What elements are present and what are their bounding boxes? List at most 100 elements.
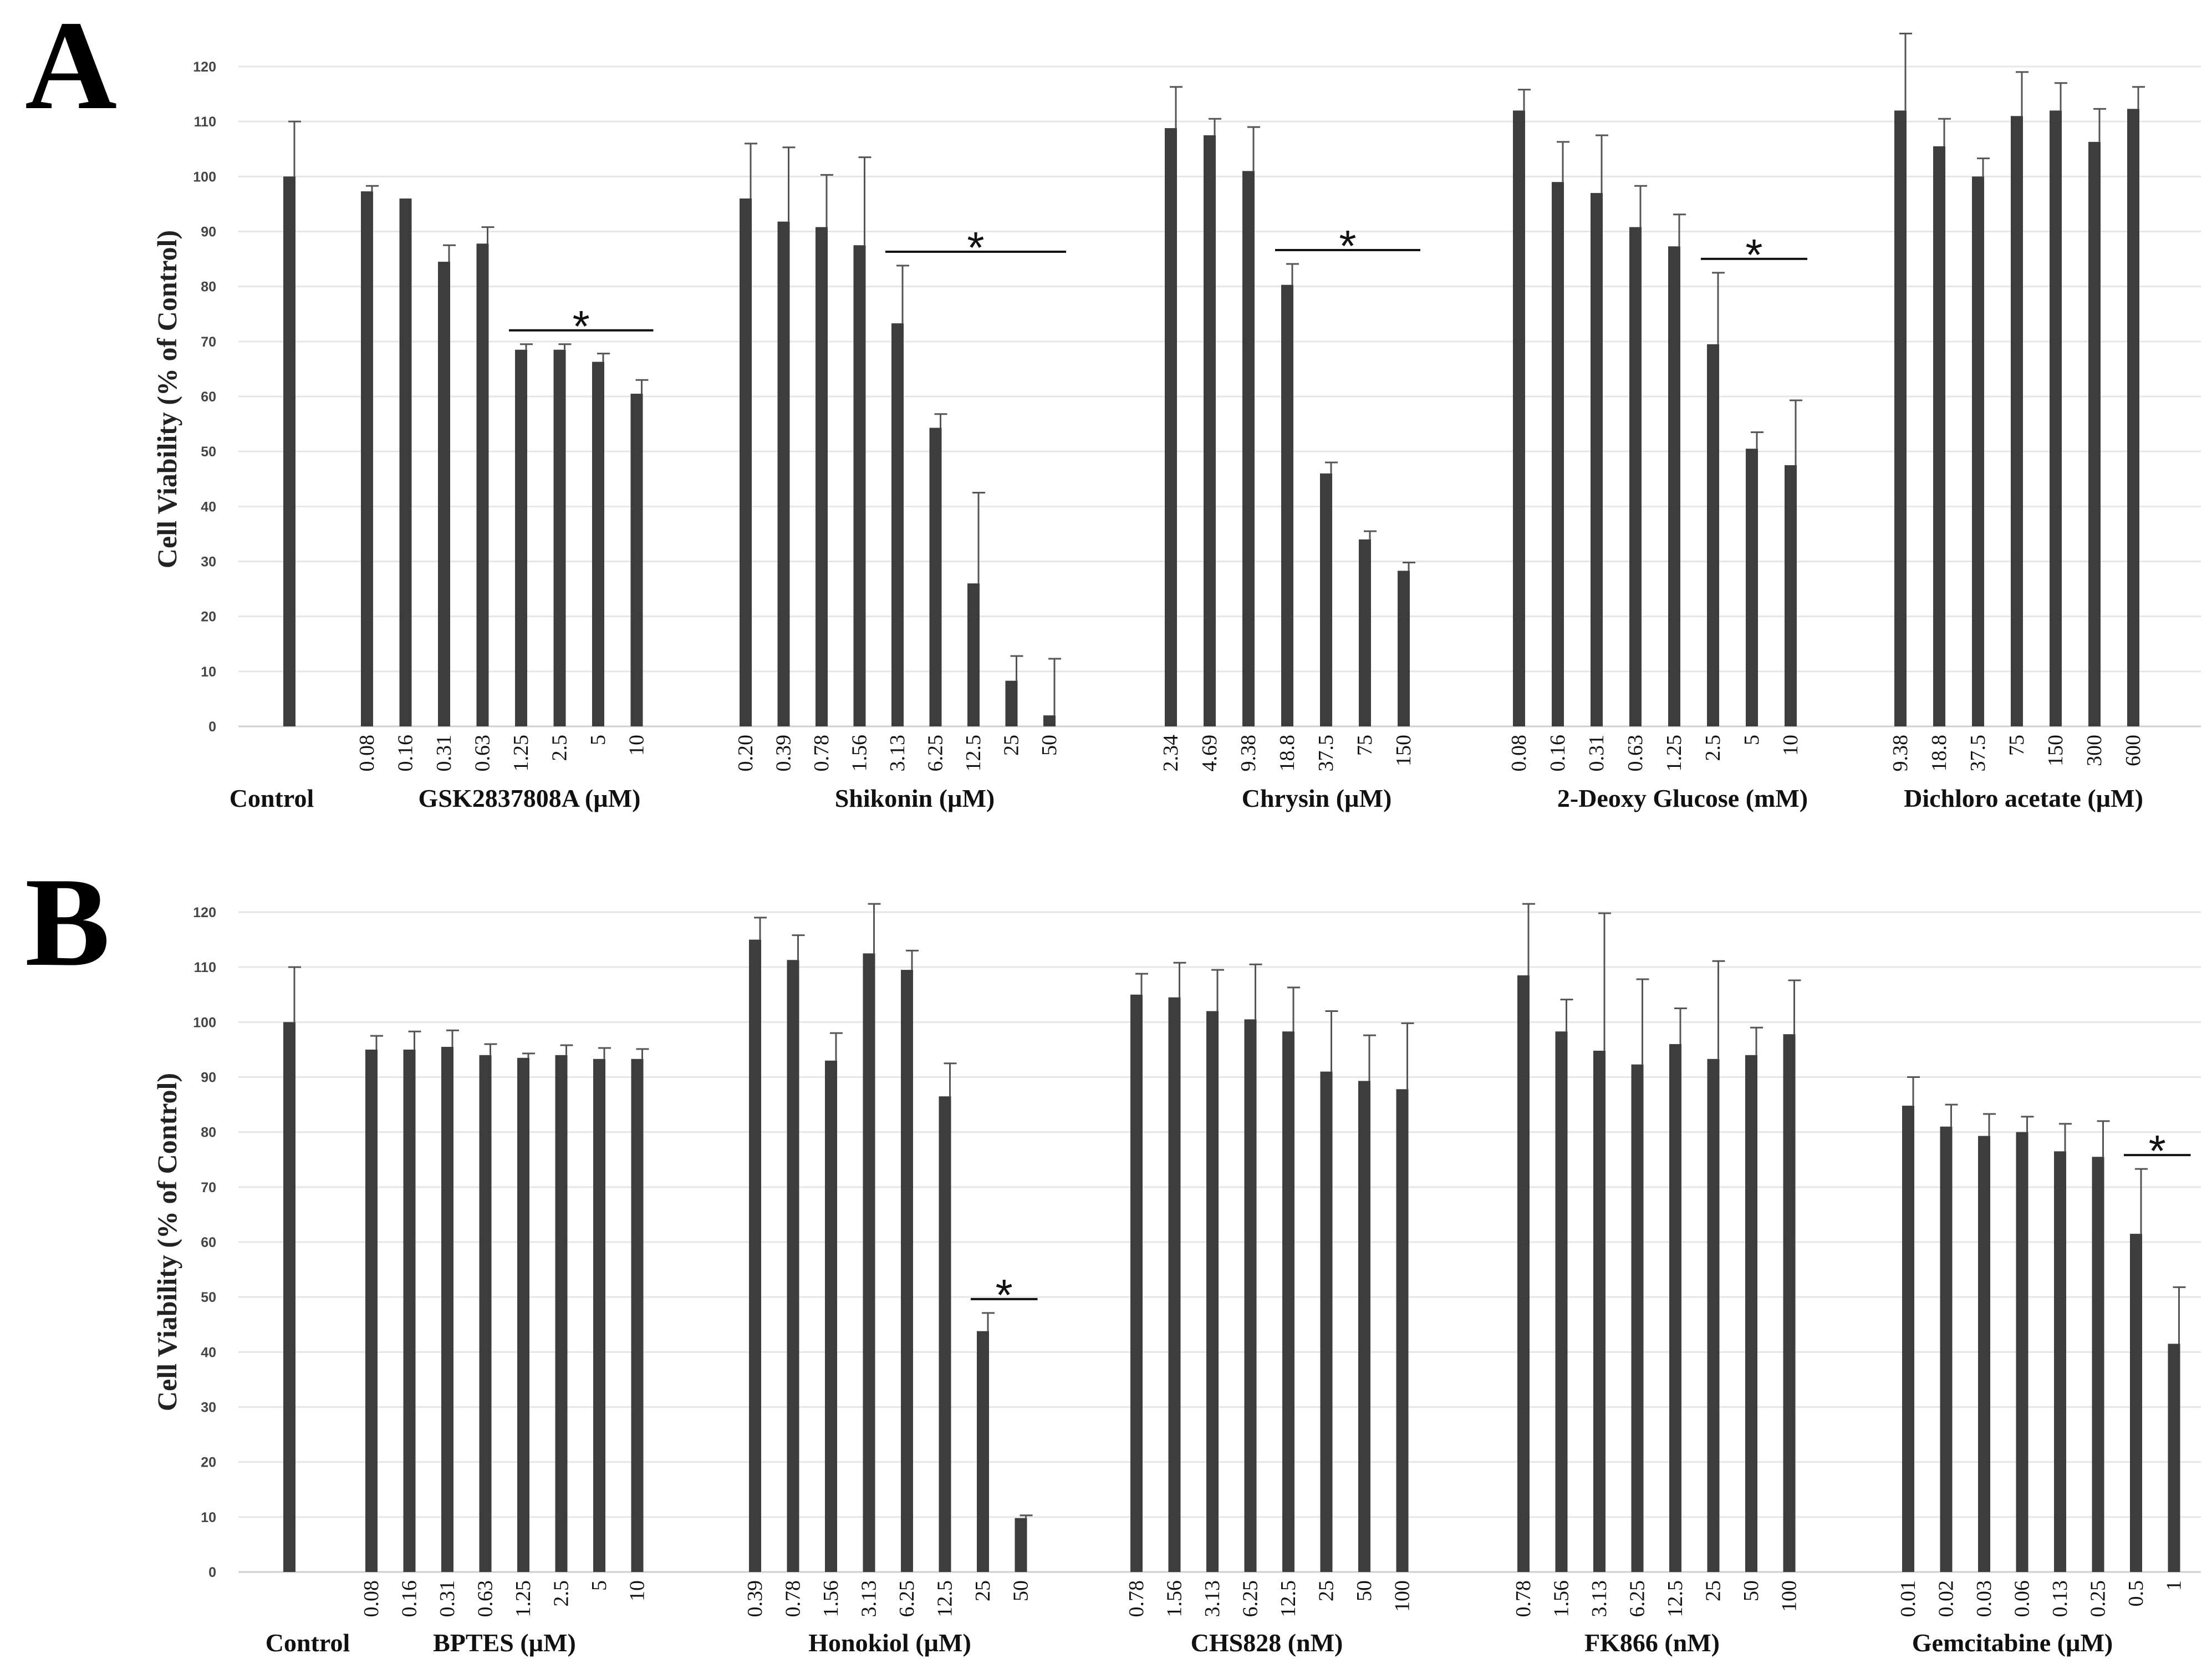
panel-a-bar — [1242, 171, 1255, 727]
panel-a-bar — [1320, 473, 1332, 726]
panel-a-category-label: 600 — [2122, 735, 2145, 766]
panel-b-bar — [1745, 1055, 1757, 1572]
panel-a-error-bar — [597, 353, 610, 362]
panel-a-control-label: Control — [230, 784, 314, 812]
panel-a-error-bar — [858, 156, 871, 246]
panel-a-category-label: 0.08 — [355, 735, 379, 772]
panel-b-category-label: 3.13 — [858, 1580, 881, 1617]
panel-b-category-label: 0.16 — [398, 1580, 421, 1617]
panel-a-category-label: 50 — [1038, 735, 1061, 756]
panel-a-bar — [361, 191, 373, 726]
panel-a-category-label: 1.56 — [848, 735, 871, 772]
panel-b-bar — [479, 1055, 492, 1572]
panel-b-bar — [1902, 1106, 1914, 1572]
panel-a-y-tick-label: 10 — [201, 664, 216, 680]
panel-a-error-bar — [1518, 89, 1531, 111]
panel-b-bar — [1783, 1034, 1796, 1572]
panel-b-bar — [365, 1049, 378, 1572]
panel-a-category-label: 2.5 — [1701, 735, 1725, 761]
panel-a-bar — [1513, 110, 1525, 726]
panel-a-category-label: 0.63 — [471, 735, 495, 772]
panel-a-bar — [2050, 110, 2062, 726]
panel-a-bar — [515, 349, 527, 726]
panel-a-category-label: 37.5 — [1314, 735, 1338, 772]
panel-b-error-bar — [1636, 978, 1649, 1065]
panel-a-group-labels: Control GSK2837808A (µM) Shikonin (µM) Chry… — [230, 784, 2143, 812]
panel-a-bar — [1785, 465, 1797, 726]
panel-a-category-label: 0.31 — [432, 735, 456, 772]
panel-a-error-bar — [1977, 157, 1990, 177]
panel-a-y-tick-label: 0 — [208, 719, 216, 735]
panel-a-category-label: 300 — [2083, 735, 2106, 766]
panel-a-error-bar — [1634, 185, 1647, 227]
panel-b-group-label: BPTES (µM) — [433, 1629, 576, 1657]
panel-a-error-bar — [1596, 134, 1608, 194]
panel-a-error-bar — [1673, 213, 1686, 247]
panel-b-category-label: 0.78 — [1125, 1580, 1148, 1617]
panel-b-category-label: 0.08 — [360, 1580, 383, 1617]
panel-a-group-label: Shikonin (µM) — [835, 784, 995, 812]
panel-a-y-ticks: 0 10 20 30 40 50 60 70 80 90 100 110 120 — [193, 59, 216, 735]
panel-a-error-bar — [1899, 33, 1912, 111]
panel-a-bar — [1933, 146, 1945, 727]
panel-a-y-tick-label: 80 — [201, 279, 216, 295]
panel-a-bar — [1668, 246, 1680, 726]
panel-b-error-bar — [636, 1048, 649, 1059]
panel-b-bar — [1282, 1031, 1294, 1572]
panel-b-error-bar — [1135, 973, 1148, 995]
panel-b-category-label: 25 — [1315, 1580, 1338, 1601]
panel-b-error-bar — [446, 1029, 459, 1047]
panel-a-category-label: 4.69 — [1198, 735, 1221, 772]
panel-b-error-bar — [522, 1052, 535, 1058]
panel-a-bar — [853, 245, 866, 727]
panel-a-bar — [592, 362, 604, 726]
panel-b-error-bar — [1907, 1076, 1920, 1106]
panel-b-category-label: 50 — [1353, 1580, 1376, 1601]
panel-a: A Cell Viability (% of Control) 0 10 20 30 4… — [25, 0, 2201, 812]
panel-a-error-bar — [934, 413, 947, 428]
panel-b-bar — [2130, 1234, 2142, 1572]
panel-b-error-bar — [1945, 1103, 1958, 1127]
panel-b-control-label: Control — [266, 1629, 350, 1657]
panel-a-error-bar — [1790, 399, 1802, 465]
panel-b-y-tick-label: 100 — [193, 1015, 216, 1030]
panel-b-y-tick-label: 80 — [201, 1125, 216, 1141]
panel-a-y-tick-label: 120 — [193, 59, 216, 75]
panel-b-bar — [1978, 1136, 1990, 1572]
panel-b-error-bar — [868, 903, 881, 954]
panel-b-error-bar — [1788, 979, 1801, 1035]
panel-b-error-bar — [2059, 1123, 2072, 1152]
panel-a-significance-star: * — [967, 223, 984, 272]
panel-a-category-label: 1.25 — [1663, 735, 1686, 772]
panel-b-category-label: 10 — [626, 1580, 649, 1601]
panel-a-bar — [438, 262, 450, 727]
panel-a-error-bar — [1325, 461, 1338, 474]
panel-a-category-label: 0.20 — [734, 735, 757, 772]
panel-a-y-tick-label: 40 — [201, 499, 216, 515]
panel-a-group-label: Chrysin (µM) — [1242, 784, 1392, 812]
panel-b-y-tick-label: 30 — [201, 1400, 216, 1416]
panel-b-significance-star: * — [2149, 1126, 2166, 1176]
panel-b-category-label: 100 — [1391, 1580, 1414, 1612]
panel-b-bar — [2054, 1151, 2066, 1572]
panel-b-bar — [1244, 1019, 1257, 1572]
panel-a-y-tick-label: 90 — [201, 225, 216, 240]
panel-a-bar — [1204, 135, 1216, 726]
panel-a-category-label: 9.38 — [1237, 735, 1260, 772]
panel-a-category-label: 0.78 — [810, 735, 833, 772]
panel-b-error-bar — [1560, 999, 1573, 1032]
panel-b-group-label: Gemcitabine (µM) — [1912, 1629, 2113, 1657]
panel-b-bar — [901, 970, 913, 1572]
panel-a-error-bar — [2016, 71, 2028, 116]
panel-b-category-label: 6.25 — [1626, 1580, 1649, 1617]
panel-b-error-bar — [1598, 912, 1611, 1051]
panel-a-bar — [1707, 344, 1719, 726]
panel-a-error-bar — [1209, 118, 1221, 135]
panel-b-y-ticks: 0 10 20 30 40 50 60 70 80 90 100 110 120 — [193, 905, 216, 1580]
panel-b-error-bar — [408, 1030, 421, 1050]
panel-b-error-bar — [830, 1032, 843, 1061]
panel-a-bar — [816, 227, 828, 727]
panel-a-bar — [1398, 571, 1410, 726]
panel-b-category-label: 12.5 — [1664, 1580, 1687, 1617]
panel-a-y-tick-label: 30 — [201, 554, 216, 570]
